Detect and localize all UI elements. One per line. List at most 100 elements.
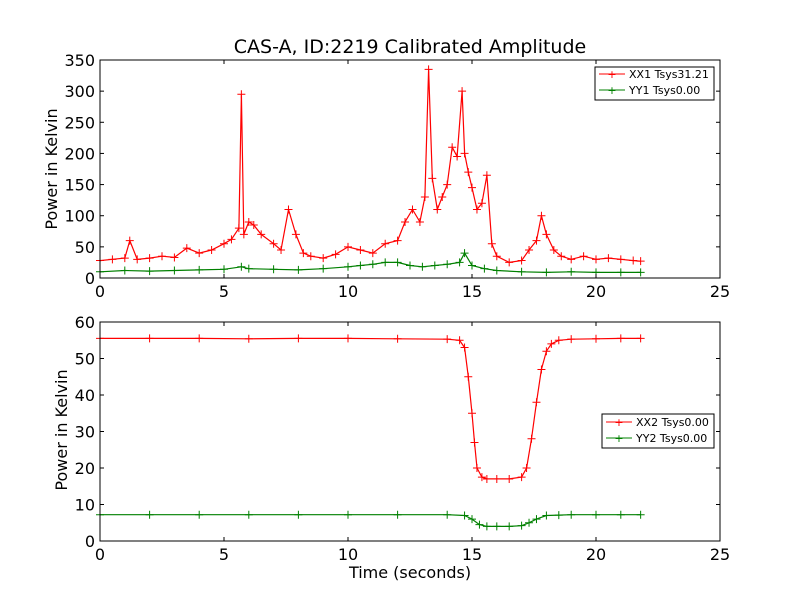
data-point-xx2 [492, 474, 501, 483]
x-tick-label-bottom: 10 [338, 545, 358, 564]
data-point-yy1 [120, 266, 129, 275]
data-point-xx2 [455, 336, 464, 345]
data-point-xx2 [460, 343, 469, 352]
data-point-yy1 [443, 260, 452, 269]
data-point-xx1 [472, 205, 481, 214]
data-point-yy1 [406, 261, 414, 270]
data-point-yy2 [505, 522, 514, 531]
data-point-xx1 [401, 217, 410, 226]
data-point-xx2 [517, 473, 526, 482]
x-tick-label-top: 25 [710, 282, 730, 301]
legend-top: + XX1 Tsys31.21 + YY1 Tsys0.00 [594, 66, 715, 101]
legend-marker-xx2: + [614, 416, 623, 429]
chart-title: CAS-A, ID:2219 Calibrated Amplitude [234, 36, 586, 58]
data-point-yy2 [636, 510, 645, 519]
data-point-yy2 [475, 520, 484, 529]
data-point-xx2 [472, 464, 481, 472]
legend-entry-yy2: YY2 Tsys0.00 [635, 432, 707, 445]
data-point-xx1 [428, 174, 437, 183]
y-tick-label-bottom: 30 [75, 423, 95, 442]
data-point-xx1 [542, 230, 551, 239]
x-tick-label-top: 20 [586, 282, 606, 301]
y-tick-label-bottom: 40 [75, 386, 95, 405]
data-point-xx1 [158, 252, 166, 261]
data-point-xx1 [424, 65, 433, 74]
data-point-xx1 [415, 217, 424, 226]
legend-marker-yy1: + [607, 84, 616, 97]
data-point-xx1 [482, 171, 491, 180]
data-point-xx2 [616, 334, 625, 343]
data-point-yy1 [170, 266, 179, 275]
data-point-xx2 [522, 464, 531, 472]
data-point-yy2 [492, 522, 501, 531]
data-point-xx1 [438, 193, 447, 202]
y-tick-label-top: 300 [64, 82, 95, 101]
data-point-xx2 [482, 474, 491, 483]
data-point-yy2 [294, 510, 303, 519]
y-tick-label-top: 0 [85, 269, 95, 288]
data-point-yy2 [244, 510, 253, 519]
data-point-yy2 [482, 522, 491, 531]
data-point-yy2 [195, 510, 204, 519]
data-point-yy1 [616, 268, 625, 277]
data-point-xx1 [464, 168, 473, 177]
data-point-xx2 [464, 372, 473, 381]
y-tick-label-top: 150 [64, 176, 95, 195]
data-point-yy1 [480, 264, 489, 273]
data-point-xx1 [145, 254, 154, 263]
data-point-yy1 [517, 267, 526, 276]
x-tick-label-bottom: 5 [219, 545, 229, 564]
x-tick-label-top: 5 [219, 282, 229, 301]
data-point-xx1 [517, 256, 526, 265]
data-point-yy2 [532, 515, 541, 524]
data-point-xx1 [636, 257, 645, 266]
data-point-yy1 [460, 249, 469, 258]
data-point-xx2 [547, 339, 556, 348]
data-point-xx1 [460, 149, 469, 158]
y-tick-label-top: 350 [64, 51, 95, 70]
data-point-xx1 [433, 205, 442, 214]
data-point-yy1 [319, 264, 328, 273]
data-point-yy2 [460, 511, 469, 520]
series-line-xx2 [100, 337, 641, 480]
legend-marker-xx1: + [607, 68, 616, 81]
data-point-yy1 [567, 267, 576, 276]
data-point-xx1 [344, 242, 352, 251]
data-point-xx1 [408, 205, 417, 214]
legend-entry-yy1: YY1 Tsys0.00 [628, 84, 700, 97]
data-point-xx2 [294, 334, 303, 343]
x-tick-label-bottom: 15 [462, 545, 482, 564]
data-point-xx2 [393, 334, 402, 343]
data-point-xx2 [567, 335, 576, 344]
data-point-xx1 [257, 230, 266, 239]
data-point-xx2 [344, 334, 352, 343]
data-point-yy1 [237, 262, 246, 271]
data-point-xx2 [244, 334, 253, 343]
legend-entry-xx2: XX2 Tsys0.00 [636, 416, 709, 429]
data-point-xx1 [170, 253, 179, 262]
y-tick-label-top: 100 [64, 207, 95, 226]
y-tick-label-bottom: 50 [75, 350, 95, 369]
y-tick-label-bottom: 20 [75, 459, 95, 478]
y-tick-label-bottom: 10 [75, 496, 95, 515]
data-point-xx1 [277, 245, 286, 254]
data-point-xx2 [505, 474, 514, 483]
data-point-yy1 [492, 266, 501, 275]
data-point-yy2 [344, 510, 352, 519]
data-point-xx1 [249, 221, 258, 230]
data-point-xx1 [284, 205, 293, 214]
data-point-yy2 [443, 510, 452, 519]
data-point-xx2 [195, 334, 204, 343]
data-point-xx1 [492, 252, 501, 261]
x-tick-label-top: 15 [462, 282, 482, 301]
data-point-xx1 [443, 180, 452, 189]
legend-bottom: + XX2 Tsys0.00 + YY2 Tsys0.00 [601, 413, 715, 449]
data-point-xx1 [549, 245, 558, 254]
data-point-xx1 [291, 230, 300, 239]
data-point-xx1 [629, 256, 638, 265]
data-point-xx2 [532, 398, 541, 407]
data-point-yy1 [195, 265, 204, 274]
data-point-xx1 [537, 211, 546, 220]
data-point-yy2 [616, 510, 625, 519]
